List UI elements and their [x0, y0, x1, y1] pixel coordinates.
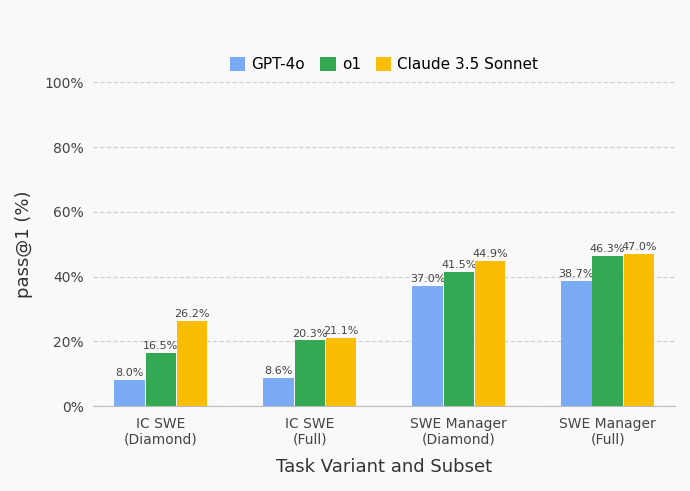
Bar [295, 340, 325, 406]
Bar [444, 272, 474, 406]
Bar [115, 381, 145, 406]
Bar [146, 353, 176, 406]
Text: 47.0%: 47.0% [621, 242, 657, 252]
Text: 20.3%: 20.3% [292, 328, 327, 338]
Bar [264, 379, 294, 406]
Text: 46.3%: 46.3% [590, 245, 625, 254]
Text: 16.5%: 16.5% [143, 341, 179, 351]
Legend: GPT-4o, o1, Claude 3.5 Sonnet: GPT-4o, o1, Claude 3.5 Sonnet [224, 51, 544, 78]
Y-axis label: pass@1 (%): pass@1 (%) [15, 191, 33, 298]
Bar [177, 322, 207, 406]
Text: 44.9%: 44.9% [472, 249, 508, 259]
X-axis label: Task Variant and Subset: Task Variant and Subset [276, 458, 492, 476]
Text: 37.0%: 37.0% [410, 274, 445, 284]
Bar [561, 281, 591, 406]
Bar [624, 254, 654, 406]
Text: 21.1%: 21.1% [323, 326, 359, 336]
Text: 8.0%: 8.0% [115, 368, 144, 379]
Text: 8.6%: 8.6% [264, 366, 293, 377]
Bar [413, 286, 442, 406]
Text: 26.2%: 26.2% [174, 309, 210, 320]
Bar [326, 338, 356, 406]
Bar [475, 261, 505, 406]
Text: 38.7%: 38.7% [559, 269, 594, 279]
Text: 41.5%: 41.5% [441, 260, 476, 270]
Bar [593, 256, 623, 406]
